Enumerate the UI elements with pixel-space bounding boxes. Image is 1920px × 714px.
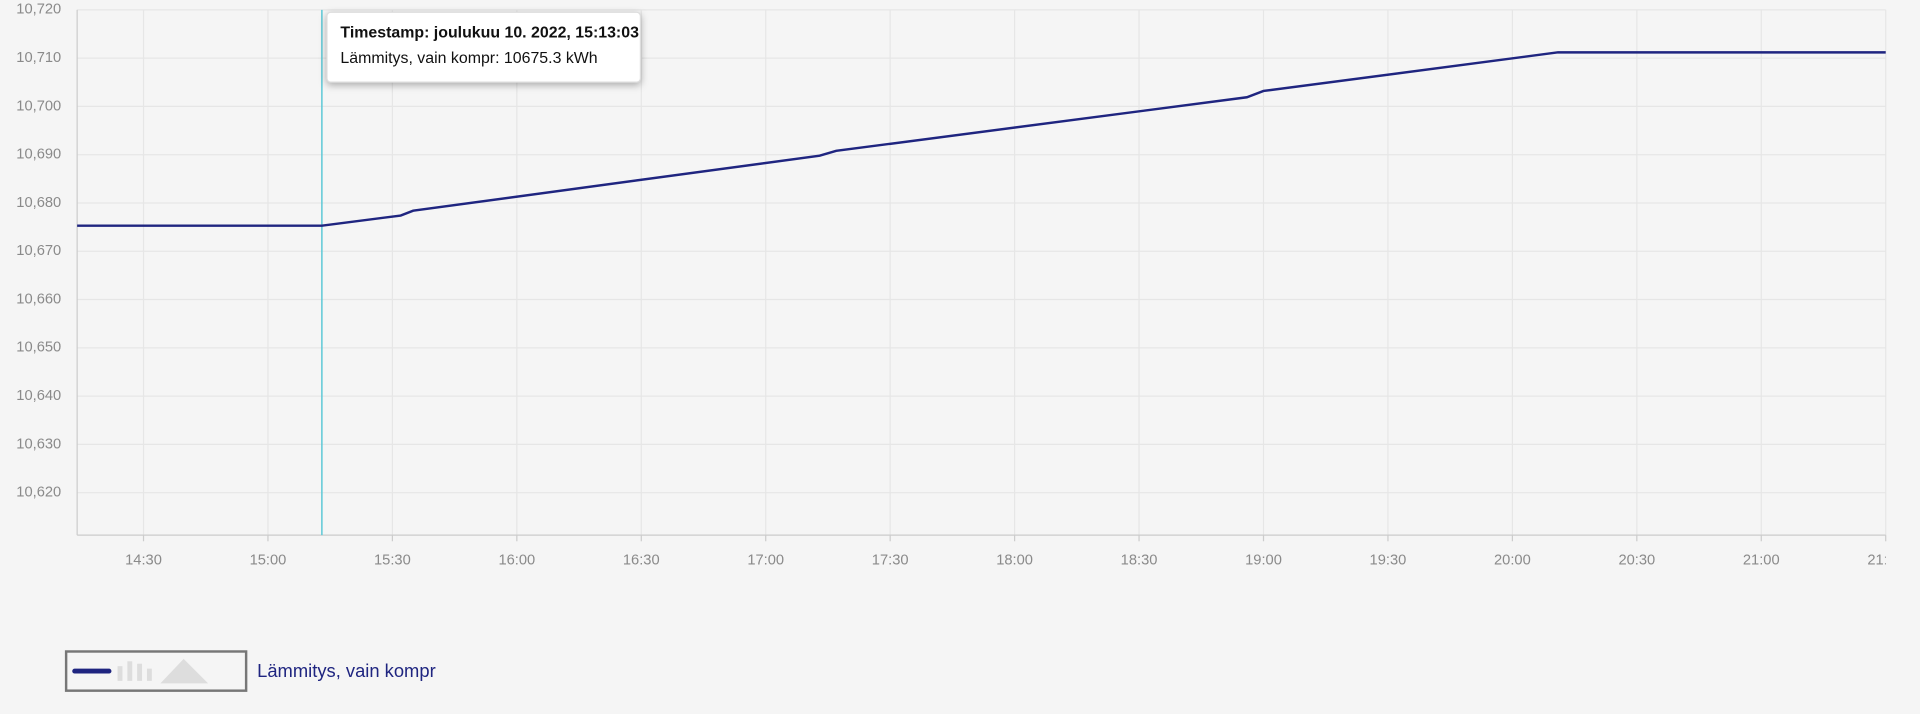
legend-icon bbox=[160, 658, 209, 684]
x-tick-label: 14:30 bbox=[125, 553, 162, 569]
x-tick-label: 15:00 bbox=[250, 553, 287, 569]
tooltip: Timestamp: joulukuu 10. 2022, 15:13:03 L… bbox=[326, 11, 642, 83]
y-tick-label: 10,720 bbox=[16, 2, 61, 18]
x-tick-label: 16:00 bbox=[498, 553, 535, 569]
legend-label[interactable]: Lämmitys, vain kompr bbox=[257, 660, 436, 681]
y-tick-label: 10,660 bbox=[16, 291, 61, 307]
legend[interactable]: Lämmitys, vain kompr bbox=[64, 650, 436, 692]
y-tick-label: 10,650 bbox=[16, 340, 61, 356]
x-tick-label: 18:00 bbox=[996, 553, 1033, 569]
y-tick-label: 10,620 bbox=[16, 485, 61, 501]
plot bbox=[77, 9, 1886, 536]
legend-icon bbox=[117, 666, 123, 681]
y-tick-label: 10,680 bbox=[16, 195, 61, 211]
x-tick-label: 16:30 bbox=[623, 553, 660, 569]
x-tick-label: 19:00 bbox=[1245, 553, 1282, 569]
x-tick-label: 19:30 bbox=[1370, 553, 1407, 569]
y-tick-label: 10,690 bbox=[16, 147, 61, 163]
tooltip-box bbox=[326, 11, 642, 83]
x-tick-label: 17:30 bbox=[872, 553, 909, 569]
legend-icon bbox=[127, 661, 133, 681]
tooltip-text: Lämmitys, vain kompr: 10675.3 kWh bbox=[340, 50, 597, 67]
x-tick-label: 21:30 bbox=[1867, 553, 1904, 569]
line-series bbox=[77, 51, 1886, 227]
y-tick-label: 10,700 bbox=[16, 98, 61, 114]
x-tick-label: 20:00 bbox=[1494, 553, 1531, 569]
x-tick-label: 17:00 bbox=[747, 553, 784, 569]
y-tick-label: 10,710 bbox=[16, 50, 61, 66]
y-tick-label: 10,640 bbox=[16, 388, 61, 404]
y-tick-label: 10,670 bbox=[16, 243, 61, 259]
legend-icon bbox=[146, 668, 152, 681]
x-tick-label: 21:00 bbox=[1743, 553, 1780, 569]
x-tick-label: 20:30 bbox=[1618, 553, 1655, 569]
x-axis: 14:30 15:00 15:30 16:00 16:30 17:00 17:30 18:00… bbox=[125, 553, 1904, 569]
x-tick-label: 18:30 bbox=[1121, 553, 1158, 569]
grid: 10,620 10,630 10,640 10,650 10,660 10,670 10,6… bbox=[16, 2, 1887, 542]
x-tick-label: 15:30 bbox=[374, 553, 411, 569]
tooltip-title: Timestamp: joulukuu 10. 2022, 15:13:03 bbox=[340, 24, 639, 41]
y-tick-label: 10,630 bbox=[16, 436, 61, 452]
legend-icon bbox=[137, 663, 143, 681]
